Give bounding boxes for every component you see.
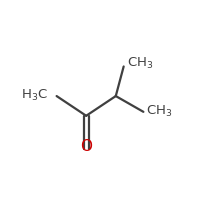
Text: O: O <box>80 139 92 154</box>
Text: $\mathregular{CH_3}$: $\mathregular{CH_3}$ <box>146 104 173 119</box>
Text: $\mathregular{CH_3}$: $\mathregular{CH_3}$ <box>127 56 153 71</box>
Text: $\mathregular{H_3C}$: $\mathregular{H_3C}$ <box>21 88 48 103</box>
